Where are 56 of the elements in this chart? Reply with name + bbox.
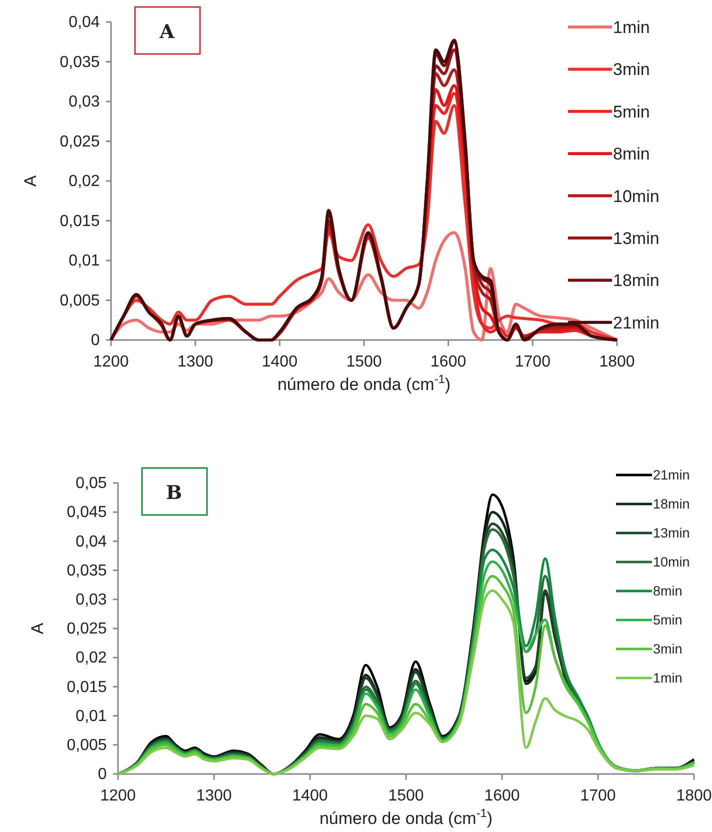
y-tick-label: 0 bbox=[98, 766, 107, 784]
x-tick-label: 1800 bbox=[676, 788, 712, 805]
chart-title: A bbox=[158, 21, 175, 43]
y-tick-label: 0,025 bbox=[60, 133, 100, 150]
y-axis-title: A bbox=[21, 174, 40, 187]
legend-label: 21min bbox=[613, 313, 660, 332]
legend-label: 5min bbox=[613, 102, 650, 122]
y-tick-label: 0,035 bbox=[60, 54, 100, 71]
y-tick-label: 0,045 bbox=[66, 504, 107, 522]
x-tick-label: 1800 bbox=[599, 354, 635, 371]
x-tick-label: 1600 bbox=[430, 354, 466, 371]
legend-label: 1min bbox=[613, 18, 650, 37]
y-tick-label: 0,04 bbox=[76, 533, 107, 550]
x-tick-label: 1200 bbox=[100, 788, 136, 805]
x-tick-label: 1300 bbox=[196, 788, 232, 805]
y-tick-label: 0,03 bbox=[76, 592, 107, 609]
x-tick-label: 1400 bbox=[262, 354, 298, 371]
y-tick-label: 0,01 bbox=[68, 252, 100, 270]
x-tick-label: 1400 bbox=[292, 788, 328, 805]
y-tick-label: 0,005 bbox=[60, 292, 100, 310]
y-tick-label: 0,025 bbox=[66, 620, 107, 638]
legend-label: 10min bbox=[653, 554, 690, 570]
legend-label: 13min bbox=[653, 526, 690, 541]
legend-label: 5min bbox=[653, 612, 682, 628]
x-tick-label: 1300 bbox=[178, 354, 214, 371]
legend-label: 18min bbox=[653, 496, 690, 512]
legend-label: 21min bbox=[653, 468, 690, 483]
y-tick-label: 0,02 bbox=[76, 650, 107, 667]
y-axis-title: A bbox=[28, 622, 47, 634]
y-tick-label: 0,03 bbox=[68, 94, 100, 111]
legend-label: 10min bbox=[613, 186, 660, 206]
x-tick-label: 1700 bbox=[580, 788, 616, 805]
y-tick-label: 0,015 bbox=[66, 678, 107, 696]
x-tick-label: 1700 bbox=[514, 354, 551, 371]
chart-title: B bbox=[166, 482, 182, 504]
y-tick-label: 0,015 bbox=[60, 212, 100, 230]
x-tick-label: 1200 bbox=[93, 354, 129, 371]
legend-label: 13min bbox=[613, 228, 660, 248]
x-axis-title: número de onda (cm$^{-1}$) bbox=[277, 372, 451, 394]
y-tick-label: 0,035 bbox=[66, 562, 107, 580]
y-tick-label: 0,01 bbox=[76, 708, 107, 725]
legend-label: 1min bbox=[653, 670, 682, 686]
y-tick-label: 0,02 bbox=[68, 173, 100, 190]
x-tick-label: 1500 bbox=[388, 788, 424, 805]
x-tick-label: 1500 bbox=[346, 354, 382, 371]
y-tick-label: 0,005 bbox=[66, 737, 107, 754]
legend-label: 8min bbox=[613, 144, 650, 164]
y-tick-label: 0,04 bbox=[68, 14, 100, 32]
legend-label: 18min bbox=[613, 271, 660, 290]
legend-label: 3min bbox=[653, 642, 682, 657]
y-tick-label: 0,05 bbox=[76, 475, 107, 492]
x-axis-title: número de onda (cm$^{-1}$) bbox=[319, 806, 493, 828]
legend-label: 3min bbox=[613, 60, 650, 80]
x-tick-label: 1600 bbox=[484, 788, 520, 805]
y-tick-label: 0 bbox=[90, 332, 100, 350]
legend-label: 8min bbox=[653, 584, 682, 599]
